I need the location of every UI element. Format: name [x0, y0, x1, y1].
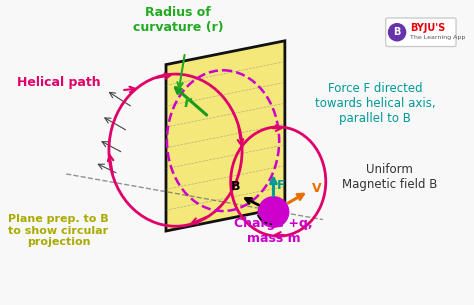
Text: F: F [277, 179, 286, 192]
Text: Radius of
curvature (r): Radius of curvature (r) [133, 6, 224, 34]
Polygon shape [166, 41, 285, 231]
Text: Charge +q,
mass m: Charge +q, mass m [234, 217, 313, 246]
Text: B: B [231, 180, 240, 193]
Text: The Learning App: The Learning App [410, 35, 466, 41]
FancyBboxPatch shape [386, 18, 456, 46]
Text: Force F directed
towards helical axis,
parallel to B: Force F directed towards helical axis, p… [315, 82, 436, 125]
Text: BYJU'S: BYJU'S [410, 23, 446, 34]
Text: B: B [393, 27, 401, 37]
Text: Plane prep. to B
to show circular
projection: Plane prep. to B to show circular projec… [8, 214, 109, 247]
Text: V: V [311, 182, 321, 195]
Text: Helical path: Helical path [17, 77, 100, 89]
Circle shape [258, 197, 289, 227]
Text: r: r [183, 95, 191, 110]
Circle shape [389, 24, 406, 41]
Text: Uniform
Magnetic field B: Uniform Magnetic field B [342, 163, 437, 191]
